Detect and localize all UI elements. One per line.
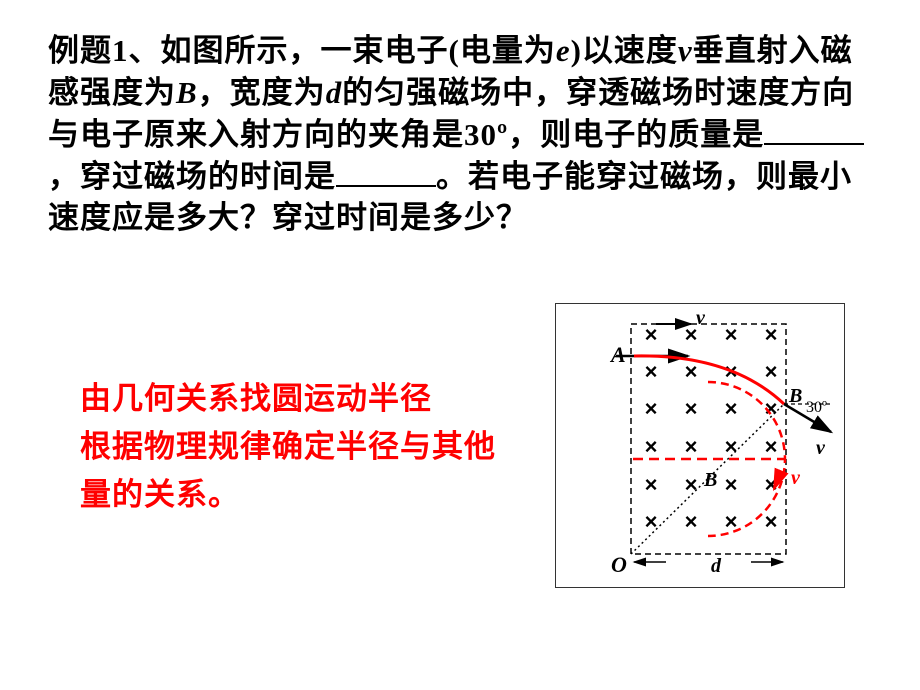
svg-text:B: B [788,385,802,407]
var-B: B [176,75,198,110]
svg-text:×: × [765,509,778,534]
var-d: d [326,75,343,110]
svg-text:×: × [725,472,738,497]
svg-text:×: × [685,359,698,384]
hint-line2: 根据物理规律确定半径与其他量的关系。 [80,423,500,519]
var-v: v [678,33,693,68]
svg-text:×: × [645,396,658,421]
svg-text:v: v [696,307,706,329]
problem-label: 例题1、 [48,33,161,68]
svg-text:×: × [725,396,738,421]
svg-text:×: × [685,396,698,421]
problem-statement: 例题1、如图所示，一束电子(电量为e)以速度v垂直射入磁感强度为B，宽度为d的匀… [48,30,878,239]
seg2: )以速度 [571,33,678,68]
svg-text:×: × [765,359,778,384]
hint-text: 由几何关系找圆运动半径 根据物理规律确定半径与其他量的关系。 [80,375,500,519]
svg-text:×: × [685,509,698,534]
svg-text:v: v [791,467,801,489]
diagram-svg: ××××××××××××××××××××××××ABBOvvv30ºd [556,304,846,589]
svg-text:v: v [816,437,826,459]
svg-text:30º: 30º [806,399,827,416]
svg-text:×: × [645,322,658,347]
seg4: ，宽度为 [198,75,326,110]
svg-text:×: × [685,434,698,459]
blank-time [336,159,436,187]
var-e: e [556,33,571,68]
svg-text:×: × [765,434,778,459]
svg-text:O: O [611,552,627,577]
svg-text:×: × [765,322,778,347]
svg-text:d: d [711,555,722,577]
hint-line1: 由几何关系找圆运动半径 [80,375,500,423]
physics-diagram: ××××××××××××××××××××××××ABBOvvv30ºd [555,303,845,588]
seg6: ，穿过磁场的时间是 [48,159,336,194]
seg1: 如图所示，一束电子(电量为 [161,33,556,68]
svg-text:×: × [645,359,658,384]
svg-text:×: × [645,472,658,497]
svg-text:A: A [609,342,626,367]
svg-text:×: × [725,322,738,347]
blank-mass [764,117,864,145]
svg-text:B: B [703,469,717,491]
svg-text:×: × [645,434,658,459]
svg-text:×: × [685,472,698,497]
svg-text:×: × [645,509,658,534]
